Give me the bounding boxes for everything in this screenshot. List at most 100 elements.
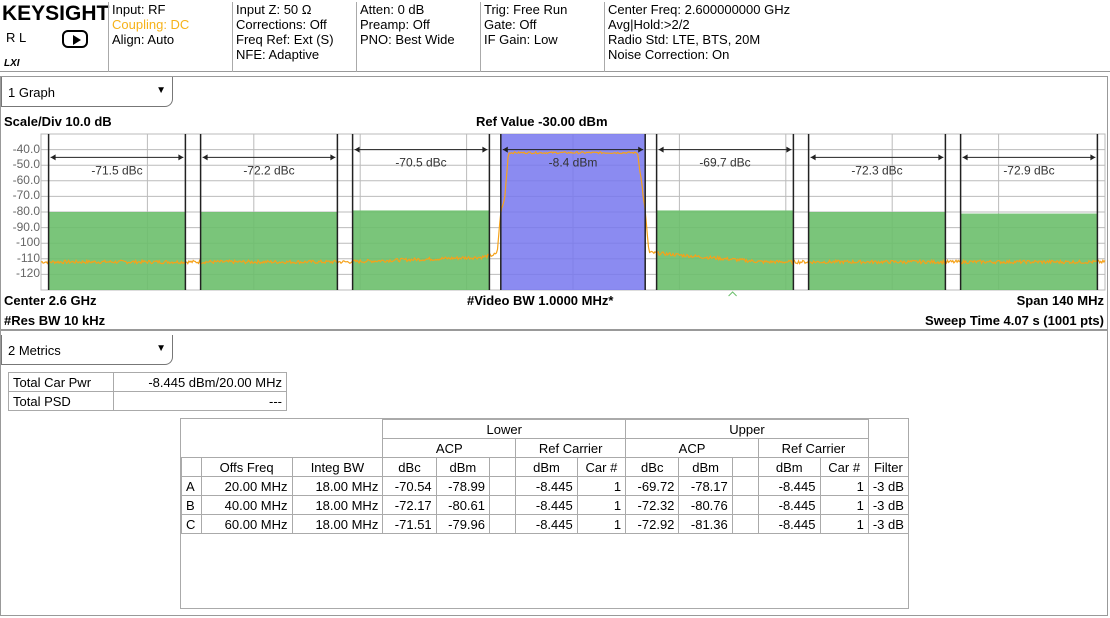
graph-panel: 1 Graph ▼ — [0, 76, 1108, 330]
center-label: Center 2.6 GHz — [4, 293, 97, 308]
pno-label: PNO: Best Wide — [360, 32, 455, 47]
carrier-label: -8.4 dBm — [549, 156, 598, 170]
upper-header: Upper — [625, 419, 869, 439]
column-header-row: Offs Freq Integ BW dBc dBm dBm Car # dBc dBm dBm… — [181, 457, 910, 477]
column-header: Integ BW — [291, 457, 384, 477]
total-car-pwr-label: Total Car Pwr — [7, 372, 115, 392]
offset-upper-label: -72.9 dBc — [1003, 163, 1054, 177]
scale-div-label: Scale/Div 10.0 dB — [4, 114, 112, 129]
table-cell: -8.445 — [515, 476, 578, 496]
table-cell: -72.17 — [382, 495, 437, 515]
lower-ref-carrier-header: Ref Carrier — [515, 438, 627, 458]
table-row: B 40.00 MHz 18.00 MHz -72.17 -80.61 -8.445 1 -7… — [181, 495, 910, 515]
table-cell: 1 — [819, 514, 869, 534]
table-row: A 20.00 MHz 18.00 MHz -70.54 -78.99 -8.445 1 -6… — [181, 476, 910, 496]
video-bw-label: #Video BW 1.0000 MHz* — [467, 293, 614, 308]
total-psd-label: Total PSD — [7, 391, 115, 411]
table-cell — [731, 476, 759, 496]
table-cell: -69.72 — [625, 476, 680, 496]
nfe-label: NFE: Adaptive — [236, 47, 320, 62]
table-cell: -80.76 — [678, 495, 733, 515]
metrics-view-dropdown[interactable]: 2 Metrics ▼ — [1, 335, 173, 365]
offset-lower-label: -70.5 dBc — [395, 156, 446, 170]
input-label: Input: RF — [112, 2, 166, 17]
atten-settings: Atten: 0 dB Preamp: Off PNO: Best Wide — [356, 2, 480, 72]
acp-table: Lower Upper ACP Ref Carrier ACP Ref Carrier … — [181, 419, 910, 534]
table-cell: -70.54 — [382, 476, 437, 496]
corrections-label: Corrections: Off — [236, 17, 327, 32]
dropdown-arrow-icon: ▼ — [156, 85, 166, 96]
total-psd-value: --- — [113, 391, 287, 411]
table-cell: 1 — [576, 476, 627, 496]
sweep-time-label: Sweep Time 4.07 s (1001 pts) — [925, 313, 1104, 328]
input-settings: Input: RF Coupling: DC Align: Auto — [108, 2, 232, 72]
offset-upper-label: -69.7 dBc — [699, 156, 750, 170]
table-cell: 18.00 MHz — [291, 514, 384, 534]
table-cell: 1 — [576, 495, 627, 515]
atten-label: Atten: 0 dB — [360, 2, 425, 17]
table-cell: -78.17 — [678, 476, 733, 496]
y-tick-label: -80.0 — [12, 204, 40, 218]
table-row: C 60.00 MHz 18.00 MHz -71.51 -79.96 -8.445 1 -7… — [181, 514, 910, 534]
table-cell: -81.36 — [678, 514, 733, 534]
span-label: Span 140 MHz — [1016, 293, 1104, 308]
table-cell — [489, 476, 517, 496]
noise-correction-label: Noise Correction: On — [608, 47, 730, 62]
column-header: dBm — [757, 457, 821, 477]
gate-label: Gate: Off — [484, 17, 537, 32]
total-car-pwr-value: -8.445 dBm/20.00 MHz — [113, 372, 287, 392]
remote-local-indicator: R L — [6, 30, 27, 45]
column-header: dBm — [515, 457, 578, 477]
summary-table: Total Car Pwr -8.445 dBm/20.00 MHz Total … — [7, 372, 287, 411]
table-cell: -8.445 — [757, 476, 821, 496]
column-header: dBm — [678, 457, 733, 477]
y-tick-label: -70.0 — [12, 188, 40, 203]
limit-region — [960, 213, 1098, 290]
column-header: Car # — [819, 457, 869, 477]
table-cell: -71.51 — [382, 514, 437, 534]
column-header: dBm — [435, 457, 491, 477]
dropdown-label: 1 Graph — [8, 85, 55, 100]
limit-region — [48, 212, 186, 290]
column-header — [489, 457, 517, 477]
table-cell: -8.445 — [515, 495, 578, 515]
input-z-settings: Input Z: 50 Ω Corrections: Off Freq Ref:… — [232, 2, 356, 72]
column-header — [181, 457, 202, 477]
graph-view-dropdown[interactable]: 1 Graph ▼ — [1, 77, 173, 107]
y-tick-label: -120 — [15, 266, 40, 281]
y-tick-label: -100 — [15, 235, 40, 250]
dropdown-label: 2 Metrics — [8, 343, 61, 358]
limit-region — [352, 210, 490, 290]
preamp-label: Preamp: Off — [360, 17, 430, 32]
upper-acp-header: ACP — [625, 438, 759, 458]
table-cell — [731, 514, 759, 534]
table-cell: -79.96 — [435, 514, 491, 534]
spectrum-plot: -71.5 dBc -72.2 dBc -70.5 dBc -69.7 dBc -72.… — [40, 133, 1106, 297]
dropdown-arrow-icon: ▼ — [156, 343, 166, 354]
marker-icon — [728, 291, 737, 297]
table-cell: 1 — [819, 476, 869, 496]
table-cell: 18.00 MHz — [291, 476, 384, 496]
table-cell — [489, 514, 517, 534]
table-cell: 40.00 MHz — [200, 495, 293, 515]
res-bw-label: #Res BW 10 kHz — [4, 313, 106, 328]
table-cell: -8.445 — [757, 514, 821, 534]
if-gain-label: IF Gain: Low — [484, 32, 558, 47]
table-cell: -3 dB — [867, 514, 910, 534]
table-cell: -8.445 — [515, 514, 578, 534]
limit-region — [200, 212, 338, 290]
trig-label: Trig: Free Run — [484, 2, 568, 17]
table-cell — [489, 495, 517, 515]
upper-ref-carrier-header: Ref Carrier — [757, 438, 869, 458]
y-tick-label: -60.0 — [12, 172, 40, 187]
center-freq-label: Center Freq: 2.600000000 GHz — [608, 2, 791, 17]
freq-settings: Center Freq: 2.600000000 GHz Avg|Hold:>2… — [604, 2, 1108, 72]
metrics-panel: 2 Metrics ▼ — [0, 330, 1108, 616]
table-cell: 60.00 MHz — [200, 514, 293, 534]
keysight-logo: KEYSIGHT — [2, 2, 110, 25]
coupling-label: Coupling: DC — [112, 17, 190, 32]
return-icon[interactable] — [62, 30, 88, 48]
table-cell: 1 — [819, 495, 869, 515]
carrier-band — [500, 134, 646, 290]
ref-value-label: Ref Value -30.00 dBm — [476, 114, 608, 129]
